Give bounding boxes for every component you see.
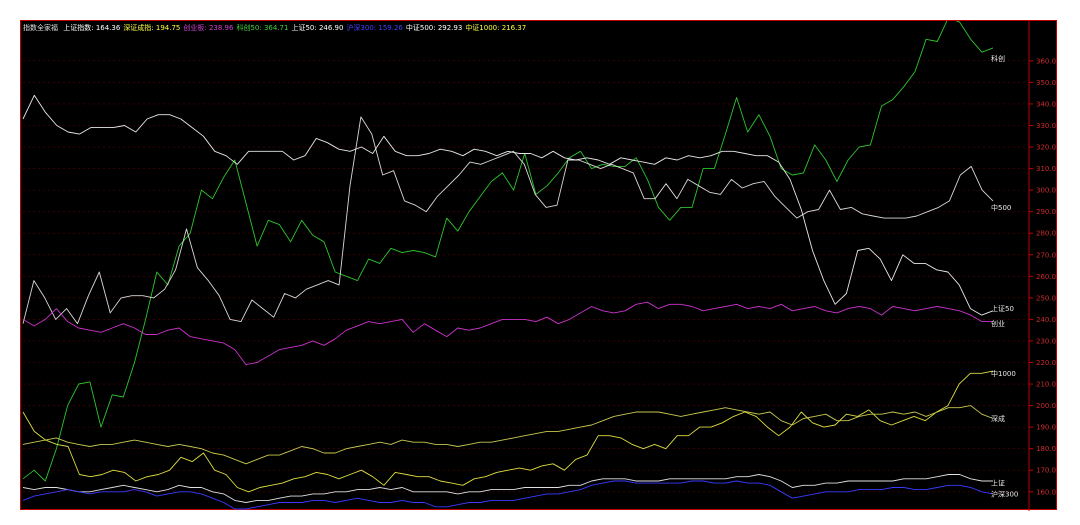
series-end-label: 科创 xyxy=(991,54,1005,63)
series-end-label: 深成 xyxy=(991,414,1005,423)
series-end-label: 中1000 xyxy=(991,369,1016,378)
legend-item: 上证50: 246.90 xyxy=(291,24,344,32)
y-tick-label: 180.0 xyxy=(1036,445,1056,453)
legend-item: 深证成指: 194.75 xyxy=(123,24,181,32)
y-tick-label: 250.0 xyxy=(1036,294,1056,302)
y-tick-label: 240.0 xyxy=(1036,316,1056,324)
y-tick-label: 270.0 xyxy=(1036,251,1056,259)
series-line xyxy=(22,116,994,325)
series-end-label: 创业 xyxy=(991,319,1005,328)
series-end-label: 上证50 xyxy=(991,304,1014,313)
y-tick-label: 230.0 xyxy=(1036,337,1056,345)
series-line xyxy=(22,370,994,493)
legend-item: 创业板: 238.96 xyxy=(183,24,234,32)
y-tick-label: 170.0 xyxy=(1036,467,1056,475)
y-tick-label: 310.0 xyxy=(1036,165,1056,173)
chart-panel: 160.0 170.0 180.0 190.0 200.0 210.0 220.0 230.0… xyxy=(20,20,1057,511)
y-tick-label: 200.0 xyxy=(1036,402,1056,410)
series-end-label: 中500 xyxy=(991,203,1011,212)
series-end-label: 沪深300 xyxy=(991,489,1018,498)
y-tick-label: 190.0 xyxy=(1036,424,1056,432)
y-tick-label: 340.0 xyxy=(1036,100,1056,108)
series-end-label: 上证 xyxy=(991,479,1005,488)
legend-bar: 指数全家福 上证指数: 164.36 深证成指: 194.75 创业板: 238.9… xyxy=(23,22,529,34)
series-line xyxy=(22,94,994,316)
series-line xyxy=(22,480,994,510)
y-tick-label: 320.0 xyxy=(1036,144,1056,152)
legend-item: 上证指数: 164.36 xyxy=(63,24,121,32)
legend-item: 中证1000: 216.37 xyxy=(465,24,527,32)
y-tick-label: 260.0 xyxy=(1036,273,1056,281)
y-tick-label: 330.0 xyxy=(1036,122,1056,130)
legend-item: 沪深300: 159.26 xyxy=(346,24,403,32)
series-line xyxy=(22,405,994,465)
series-line xyxy=(22,474,993,503)
legend-item: 中证500: 292.93 xyxy=(405,24,463,32)
y-tick-label: 280.0 xyxy=(1036,230,1056,238)
series-line xyxy=(22,21,994,482)
index-chart: 160.0 170.0 180.0 190.0 200.0 210.0 220.0 230.0… xyxy=(22,21,1056,511)
series-line xyxy=(22,301,993,366)
legend-item: 科创50: 364.71 xyxy=(236,24,289,32)
legend-title: 指数全家福 xyxy=(23,24,58,32)
y-tick-label: 300.0 xyxy=(1036,187,1056,195)
y-tick-label: 290.0 xyxy=(1036,208,1056,216)
y-tick-label: 160.0 xyxy=(1036,488,1056,496)
y-tick-label: 210.0 xyxy=(1036,381,1056,389)
y-tick-label: 360.0 xyxy=(1036,57,1056,65)
y-tick-label: 220.0 xyxy=(1036,359,1056,367)
y-tick-label: 350.0 xyxy=(1036,79,1056,87)
